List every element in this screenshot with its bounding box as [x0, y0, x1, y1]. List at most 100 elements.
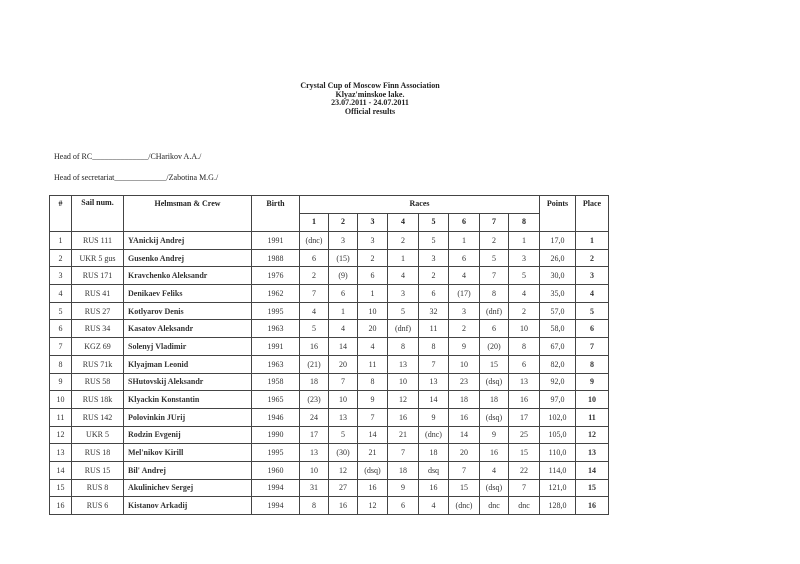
race-result: 18: [479, 390, 509, 409]
race-number-2: 2: [328, 213, 358, 232]
race-result: 2: [479, 231, 509, 250]
race-result: 10: [448, 354, 480, 374]
race-result: 9: [448, 337, 480, 356]
race-result: (17): [448, 284, 480, 303]
birth-year: 1990: [251, 425, 300, 445]
place: 12: [575, 425, 609, 445]
race-result: 12: [387, 390, 419, 409]
table-row: 16 RUS 6 Kistanov Arkadij 1994 8 16 12 6 4 (dnc) d…: [49, 496, 609, 515]
sail-number: RUS 58: [71, 372, 124, 392]
race-number-6: 6: [448, 213, 480, 232]
race-result: 20: [357, 319, 388, 339]
points: 30,0: [539, 266, 576, 286]
race-result: 4: [418, 496, 449, 515]
table-row: 15 RUS 8 Akulinichev Sergej 1994 31 27 16 9 16 15…: [49, 478, 609, 498]
race-result: 6: [357, 266, 388, 286]
race-result: 6: [387, 496, 419, 515]
race-result: 6: [418, 284, 449, 303]
table-row: 4 RUS 41 Denikaev Feliks 1962 7 6 1 3 6 (17) 8 4 35,…: [49, 284, 609, 303]
race-result: 11: [357, 354, 388, 374]
helmsman-name: Kasatov Aleksandr: [123, 319, 252, 339]
race-result: 16: [479, 443, 509, 462]
race-result: 9: [418, 407, 449, 427]
race-result: 8: [479, 284, 509, 303]
race-result: 15: [479, 354, 509, 374]
race-result: 2: [357, 248, 388, 268]
row-num: 16: [49, 496, 72, 515]
race-result: 4: [357, 337, 388, 356]
table-row: 11 RUS 142 Polovinkin JUrij 1946 24 13 7 16 9 16(…: [49, 407, 609, 427]
points: 67,0: [539, 337, 576, 356]
row-num: 4: [49, 284, 72, 303]
event-dates: 23.07.2011 - 24.07.2011: [331, 98, 409, 107]
place: 10: [575, 390, 609, 409]
race-result: 5: [508, 266, 540, 286]
helmsman-name: Gusenko Andrej: [123, 248, 252, 268]
sail-number: RUS 8: [71, 478, 124, 498]
race-result: 10: [299, 460, 329, 480]
row-num: 11: [49, 407, 72, 427]
table-row: 14 RUS 15 Bil' Andrej 1960 10 12 (dsq) 18 dsq 7 4 2…: [49, 460, 609, 480]
points: 35,0: [539, 284, 576, 303]
race-result: 6: [299, 248, 329, 268]
race-result: 16: [387, 407, 419, 427]
points: 57,0: [539, 301, 576, 321]
sail-number: RUS 41: [71, 284, 124, 303]
row-num: 1: [49, 231, 72, 250]
race-result: 8: [299, 496, 329, 515]
race-number-8: 8: [508, 213, 540, 232]
helmsman-name: Kravchenko Aleksandr: [123, 266, 252, 286]
col-races: Races: [299, 195, 540, 214]
table-row: 7 KGZ 69 Solenyj Vladimir 1991 16 14 4 8 8 9 (20) 8…: [49, 337, 609, 356]
points: 82,0: [539, 354, 576, 374]
race-result: 14: [357, 425, 388, 445]
race-result: 27: [328, 478, 358, 498]
row-num: 7: [49, 337, 72, 356]
race-result: 2: [448, 319, 480, 339]
helmsman-name: Bil' Andrej: [123, 460, 252, 480]
helmsman-name: Denikaev Feliks: [123, 284, 252, 303]
row-num: 14: [49, 460, 72, 480]
race-result: (dsq): [479, 372, 509, 392]
table-row: 6 RUS 34 Kasatov Aleksandr 1963 5 4 20 (dnf) 11 2…: [49, 319, 609, 339]
race-result: 14: [328, 337, 358, 356]
birth-year: 1958: [251, 372, 300, 392]
race-result: 4: [299, 301, 329, 321]
helmsman-name: Mel'nikov Kirill: [123, 443, 252, 462]
race-result: 13: [328, 407, 358, 427]
row-num: 15: [49, 478, 72, 498]
race-result: 2: [418, 266, 449, 286]
table-row: 8 RUS 71k Klyajman Leonid 1963 (21) 20 11 13 7 10…: [49, 354, 609, 374]
birth-year: 1995: [251, 443, 300, 462]
race-result: 18: [299, 372, 329, 392]
race-result: 18: [387, 460, 419, 480]
sail-number: KGZ 69: [71, 337, 124, 356]
race-result: 10: [328, 390, 358, 409]
col-points: Points: [539, 195, 576, 232]
race-result: 13: [299, 443, 329, 462]
head-of-secretariat-signature: Head of secretariat_____________/Zabotin…: [54, 173, 219, 182]
helmsman-name: Polovinkin JUrij: [123, 407, 252, 427]
sail-number: RUS 6: [71, 496, 124, 515]
race-result: 32: [418, 301, 449, 321]
race-result: 3: [387, 284, 419, 303]
race-result: 10: [387, 372, 419, 392]
race-result: 7: [299, 284, 329, 303]
race-result: 9: [357, 390, 388, 409]
race-result: 8: [418, 337, 449, 356]
race-result: 6: [508, 354, 540, 374]
col-num: #: [49, 195, 72, 232]
table-row: 5 RUS 27 Kotlyarov Denis 1995 4 1 10 5 32 3 (dnf) 2…: [49, 301, 609, 321]
race-result: 6: [328, 284, 358, 303]
race-number-7: 7: [479, 213, 509, 232]
place: 8: [575, 354, 609, 374]
race-result: 16: [418, 478, 449, 498]
race-result: 3: [508, 248, 540, 268]
points: 92,0: [539, 372, 576, 392]
row-num: 10: [49, 390, 72, 409]
birth-year: 1976: [251, 266, 300, 286]
race-result: 13: [508, 372, 540, 392]
helmsman-name: Kistanov Arkadij: [123, 496, 252, 515]
helmsman-name: Klyajman Leonid: [123, 354, 252, 374]
